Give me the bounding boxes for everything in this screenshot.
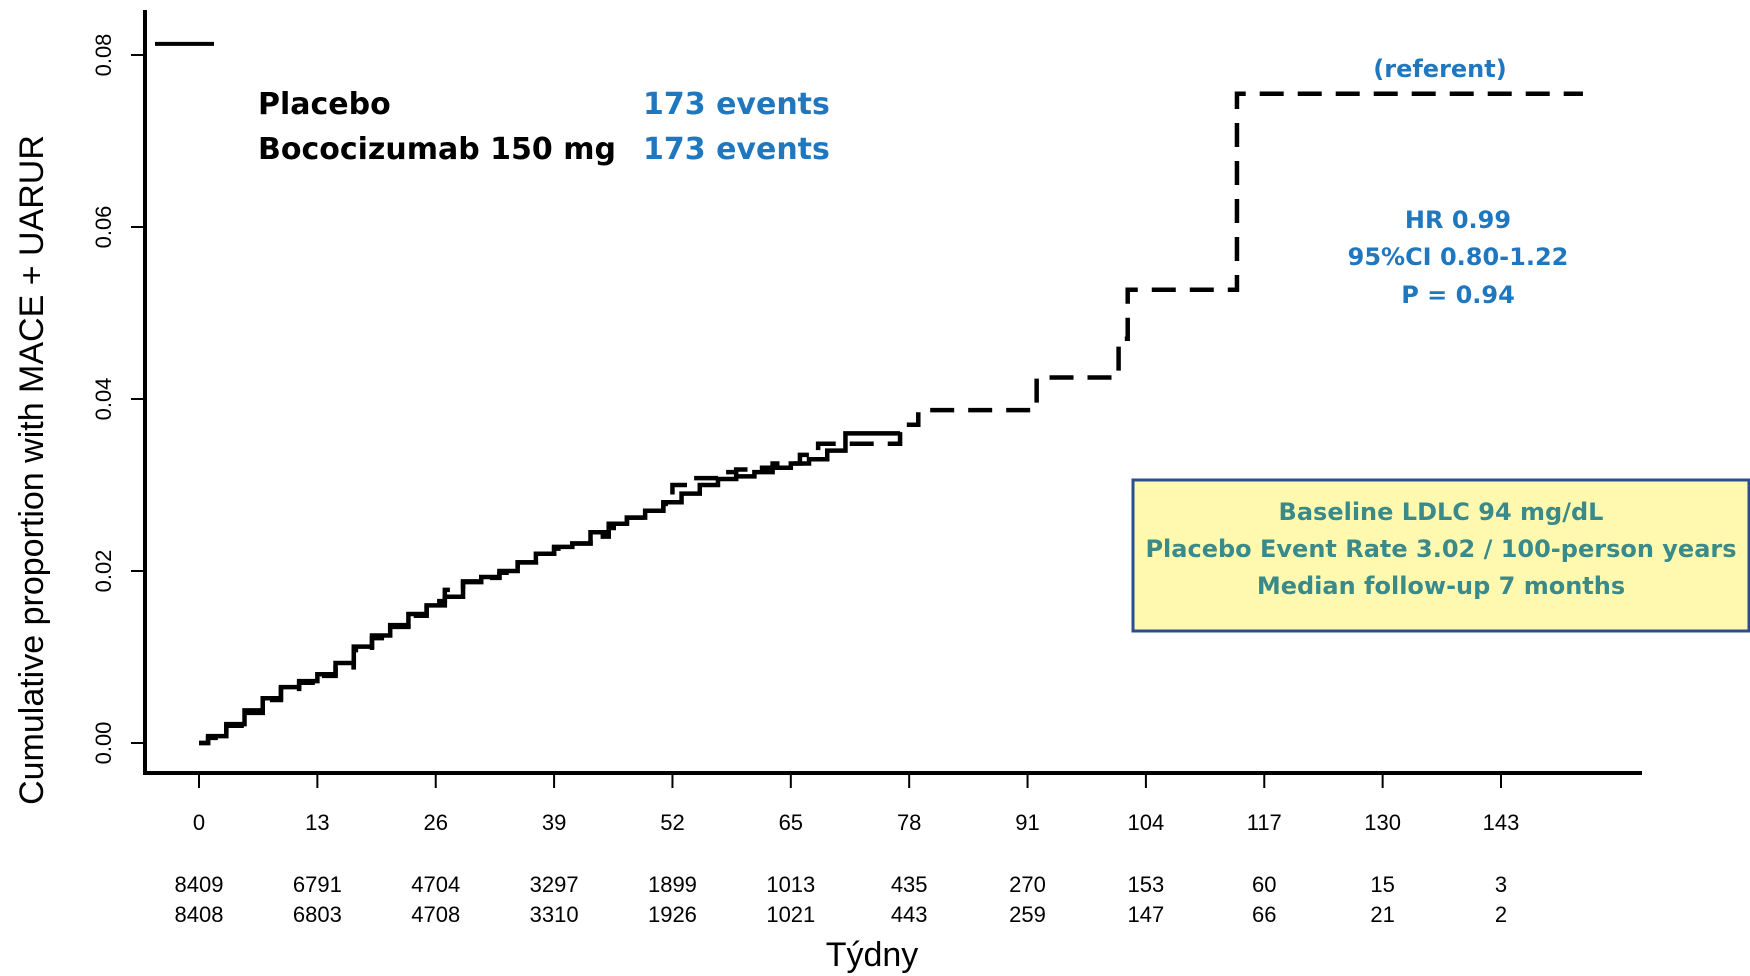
legend-label-placebo: Placebo (258, 87, 391, 122)
x-tick-label: 39 (542, 810, 566, 835)
referent-label: (referent) (1373, 55, 1506, 83)
series-layer (199, 91, 1583, 746)
legend-events-placebo: 173 events (643, 87, 830, 122)
x-tick-label: 52 (660, 810, 684, 835)
legend-events-bococizumab: 173 events (643, 132, 830, 167)
y-tick-label: 0.02 (91, 550, 116, 593)
info-box (1131, 478, 1750, 633)
at-risk-bococizumab: 1926 (648, 902, 697, 927)
p-value-label: P = 0.94 (1401, 281, 1515, 309)
at-risk-placebo: 270 (1009, 872, 1046, 897)
series-line-placebo (199, 431, 901, 746)
x-axis-title: Týdny (826, 936, 919, 974)
at-risk-bococizumab: 3310 (530, 902, 579, 927)
hr-label: HR 0.99 (1405, 206, 1511, 234)
x-tick-label: 13 (305, 810, 329, 835)
legend-label-bococizumab: Bococizumab 150 mg (258, 132, 616, 167)
at-risk-placebo: 153 (1128, 872, 1165, 897)
at-risk-bococizumab: 6803 (293, 902, 342, 927)
at-risk-bococizumab: 443 (891, 902, 928, 927)
x-tick-label: 91 (1015, 810, 1039, 835)
at-risk-placebo: 4704 (411, 872, 460, 897)
x-tick-label: 130 (1364, 810, 1401, 835)
series-line-bococizumab (199, 91, 1583, 746)
at-risk-placebo: 435 (891, 872, 928, 897)
at-risk-placebo: 15 (1370, 872, 1394, 897)
y-axis-title: Cumulative proportion with MACE + UARUR (13, 135, 51, 805)
at-risk-bococizumab: 4708 (411, 902, 460, 927)
x-tick-label: 104 (1128, 810, 1165, 835)
at-risk-placebo: 6791 (293, 872, 342, 897)
at-risk-placebo: 60 (1252, 872, 1276, 897)
info-line-follow-up: Median follow-up 7 months (1257, 572, 1625, 600)
x-tick-label: 26 (423, 810, 447, 835)
at-risk-bococizumab: 8408 (175, 902, 224, 927)
at-risk-placebo: 1899 (648, 872, 697, 897)
ci-label: 95%CI 0.80-1.22 (1348, 243, 1569, 271)
x-tick-label: 65 (779, 810, 803, 835)
x-ticks: 0 8409 8408 13 6791 6803 26 4704 4708 39 3297 3310 5… (175, 773, 1520, 927)
y-tick-label: 0.06 (91, 206, 116, 249)
at-risk-placebo: 1013 (766, 872, 815, 897)
x-tick-label: 78 (897, 810, 921, 835)
at-risk-placebo: 3297 (530, 872, 579, 897)
y-tick-label: 0.00 (91, 722, 116, 765)
at-risk-bococizumab: 21 (1370, 902, 1394, 927)
x-tick-label: 143 (1483, 810, 1520, 835)
at-risk-bococizumab: 259 (1009, 902, 1046, 927)
x-tick-label: 117 (1247, 810, 1282, 835)
at-risk-bococizumab: 1021 (766, 902, 815, 927)
at-risk-placebo: 8409 (175, 872, 224, 897)
y-ticks: 0.00 0.02 0.04 0.06 0.08 (91, 34, 145, 765)
y-tick-label: 0.08 (91, 34, 116, 77)
info-line-baseline: Baseline LDLC 94 mg/dL (1279, 498, 1604, 526)
y-tick-label: 0.04 (91, 378, 116, 421)
at-risk-bococizumab: 2 (1495, 902, 1507, 927)
at-risk-placebo: 3 (1495, 872, 1507, 897)
x-tick-label: 0 (193, 810, 205, 835)
at-risk-bococizumab: 147 (1128, 902, 1165, 927)
at-risk-bococizumab: 66 (1252, 902, 1276, 927)
info-line-event-rate: Placebo Event Rate 3.02 / 100-person yea… (1145, 535, 1736, 563)
